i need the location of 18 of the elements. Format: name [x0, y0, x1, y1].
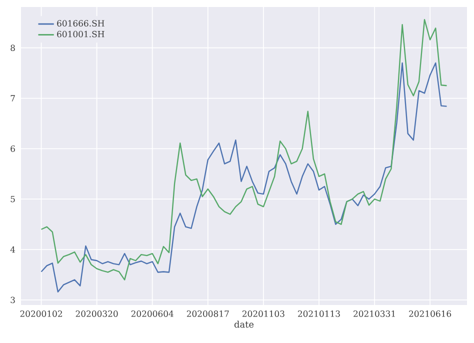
x-tick-label: 20210113 [298, 310, 340, 317]
y-tick-label: 3 [10, 296, 15, 304]
x-tick-label: 20200320 [76, 310, 118, 317]
legend-label: 601001.SH [57, 30, 104, 38]
y-tick-label: 7 [10, 95, 15, 102]
line-series [40, 19, 448, 280]
x-tick-label: 20200604 [131, 310, 174, 317]
y-tick-label: 8 [10, 44, 15, 52]
legend-label: 601666.SH [57, 20, 104, 27]
x-tick-label: 20200817 [186, 310, 229, 317]
y-tick-label: 5 [10, 196, 15, 202]
x-tick-label: 20210331 [354, 310, 395, 317]
x-axis-title: date [234, 320, 254, 328]
y-tick-label: 6 [10, 145, 15, 152]
y-tick-label: 4 [10, 246, 16, 253]
x-tick-label: 20201103 [242, 310, 284, 317]
x-tick-label: 20200102 [20, 310, 62, 317]
x-tick-label: 20210616 [409, 310, 452, 317]
